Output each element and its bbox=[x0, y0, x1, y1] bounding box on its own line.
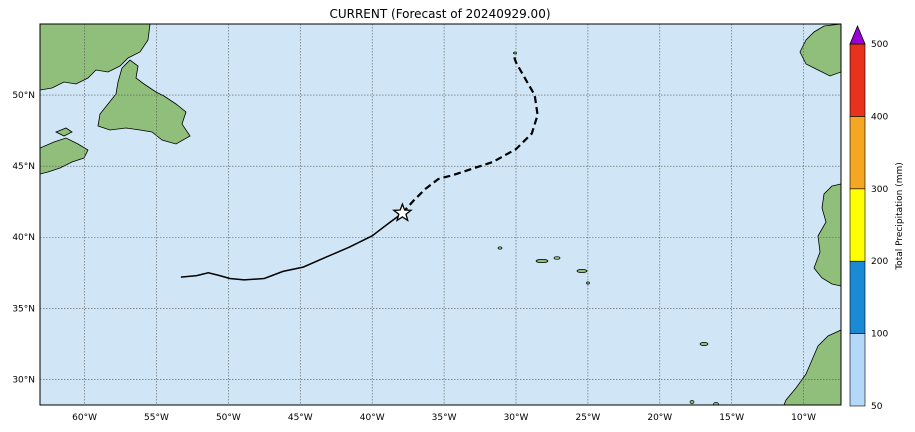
lon-tick-label: 20°W bbox=[647, 413, 672, 423]
latitude-axis: 30°N 35°N 40°N 45°N 50°N bbox=[12, 91, 35, 385]
lon-tick-label: 10°W bbox=[791, 413, 816, 423]
canary-island bbox=[713, 402, 719, 405]
past-track-line bbox=[180, 212, 403, 281]
canary-island bbox=[689, 400, 695, 404]
pei-land bbox=[55, 127, 73, 137]
colorbar-tick-label: 200 bbox=[871, 257, 888, 267]
lat-tick-label: 30°N bbox=[12, 375, 35, 385]
cape-breton-land bbox=[40, 137, 89, 175]
colorbar-segment bbox=[849, 43, 866, 117]
colorbar-extend-arrow bbox=[849, 24, 866, 45]
ocean-background bbox=[40, 24, 841, 405]
colorbar-segment bbox=[849, 188, 866, 262]
lon-tick-label: 60°W bbox=[72, 413, 97, 423]
map-panel bbox=[39, 23, 842, 406]
iberia-land bbox=[813, 183, 841, 287]
azores-islet bbox=[497, 246, 503, 250]
lat-tick-label: 35°N bbox=[12, 304, 35, 314]
map-frame bbox=[39, 23, 842, 406]
colorbar: 50 100 200 300 400 500 bbox=[849, 24, 888, 412]
colorbar-tick-label: 300 bbox=[871, 185, 888, 195]
colorbar-segment bbox=[849, 116, 866, 190]
graticule bbox=[40, 24, 841, 405]
colorbar-label: Total Precipitation (mm) bbox=[895, 162, 905, 271]
azores-islet bbox=[535, 259, 549, 263]
azores-islet bbox=[576, 269, 588, 273]
lon-tick-label: 15°W bbox=[719, 413, 744, 423]
longitude-axis: 60°W 55°W 50°W 45°W 40°W 35°W 30°W 25°W 20°W 15°W… bbox=[72, 413, 816, 423]
colorbar-tick-label: 400 bbox=[871, 112, 888, 122]
lon-tick-label: 55°W bbox=[144, 413, 169, 423]
lat-tick-label: 45°N bbox=[12, 162, 35, 172]
lon-tick-label: 25°W bbox=[575, 413, 600, 423]
madeira-island bbox=[699, 342, 709, 346]
ireland-land bbox=[799, 24, 841, 77]
star-icon bbox=[392, 202, 413, 222]
colorbar-tick-label: 50 bbox=[871, 402, 883, 412]
colorbar-segment bbox=[849, 333, 866, 407]
storm-track bbox=[180, 53, 539, 281]
newfoundland-land bbox=[97, 59, 191, 145]
lat-tick-label: 40°N bbox=[12, 233, 35, 243]
azores-islet bbox=[553, 256, 561, 260]
morocco-land bbox=[783, 329, 841, 405]
colorbar-segment bbox=[849, 260, 866, 334]
colorbar-tick-label: 100 bbox=[871, 330, 888, 340]
forecast-track-line bbox=[401, 53, 539, 214]
colorbar-tick-label: 500 bbox=[871, 40, 888, 50]
land-masses bbox=[40, 24, 841, 405]
lon-tick-label: 35°W bbox=[432, 413, 457, 423]
labrador-coast-land bbox=[40, 24, 151, 91]
lat-tick-label: 50°N bbox=[12, 91, 35, 101]
lon-tick-label: 30°W bbox=[504, 413, 529, 423]
lon-tick-label: 40°W bbox=[360, 413, 385, 423]
islands bbox=[497, 51, 719, 405]
figure-title: CURRENT (Forecast of 20240929.00) bbox=[329, 7, 550, 21]
lon-tick-label: 50°W bbox=[216, 413, 241, 423]
lon-tick-label: 45°W bbox=[288, 413, 313, 423]
